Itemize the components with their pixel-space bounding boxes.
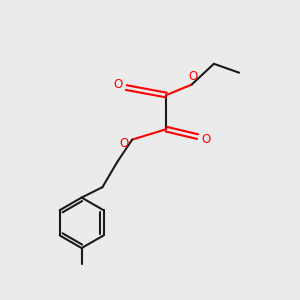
Text: O: O [202, 133, 211, 146]
Text: O: O [119, 137, 128, 150]
Text: O: O [113, 78, 122, 91]
Text: O: O [188, 70, 198, 83]
